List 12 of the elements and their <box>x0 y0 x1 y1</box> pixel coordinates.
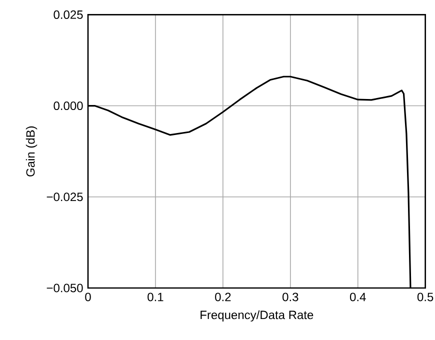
y-tick-label: −0.025 <box>46 192 83 202</box>
x-tick-label: 0.4 <box>350 292 366 302</box>
y-axis-title: Gain (dB) <box>26 126 38 176</box>
y-tick-label: 0.025 <box>54 10 83 19</box>
x-tick-label: 0.5 <box>417 292 434 302</box>
x-tick-label: 0.3 <box>282 292 298 302</box>
x-axis-title: Frequency/Data Rate <box>200 310 314 322</box>
x-tick-label: 0 <box>85 292 91 302</box>
x-tick-label: 0.1 <box>148 292 164 302</box>
y-tick-label: 0.000 <box>54 102 83 110</box>
x-tick-label: 0.2 <box>215 292 231 302</box>
y-tick-label: −0.050 <box>46 284 83 292</box>
